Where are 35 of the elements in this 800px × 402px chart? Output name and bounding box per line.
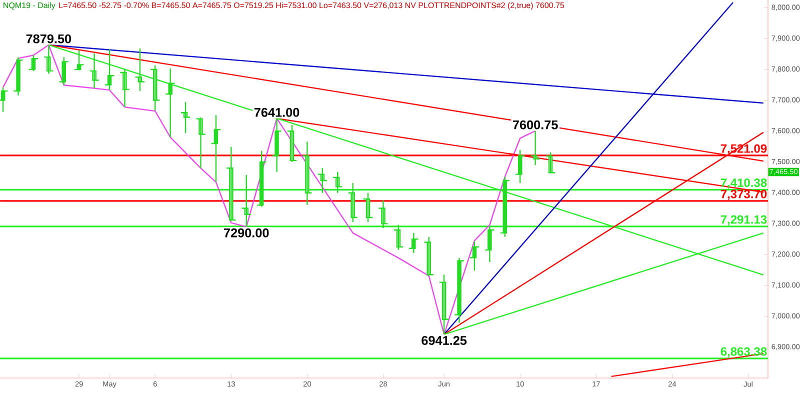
annotation: 7600.75 <box>512 120 558 130</box>
candlestick <box>226 146 236 222</box>
candlestick <box>210 114 222 183</box>
candlestick <box>317 168 328 194</box>
candlestick <box>196 116 206 169</box>
ref-line-label: 7,291.13 <box>720 215 767 226</box>
candlestick <box>348 182 358 223</box>
annotation: L=7465.50 -52.75 -0.70% B=7465.50 A=7465.75 O=7519.25 Hi=7531.00 Lo=7463.50 V=276,013 NV PLOTTRENDPOINTS#2 (2,true) 7600.75 <box>59 2 564 10</box>
candlestick <box>484 226 495 263</box>
candlestick <box>89 52 100 89</box>
candlestick <box>408 232 419 254</box>
candlestick <box>104 48 115 91</box>
candlestick <box>180 102 191 134</box>
annotation: 7641.00 <box>254 108 300 117</box>
annotation: 7290.00 <box>224 228 269 238</box>
candlestick <box>120 68 130 108</box>
candlestick <box>378 200 388 229</box>
candlestick <box>332 171 343 194</box>
annotation: 7879.50 <box>26 34 72 44</box>
candlestick <box>469 240 480 272</box>
chart-title: NQM19 - Daily <box>4 2 56 10</box>
ref-line-label: 7,410.38 <box>720 178 767 189</box>
candlestick <box>454 257 464 324</box>
candlestick <box>514 149 526 184</box>
candlestick <box>165 68 176 138</box>
candlestick <box>302 141 312 206</box>
candlestick <box>272 118 282 172</box>
candlestick <box>13 56 24 96</box>
candlestick <box>58 56 70 86</box>
annotation: 6941.25 <box>422 336 467 345</box>
candlestick <box>134 48 146 92</box>
candlestick <box>424 236 434 276</box>
ref-line-label: 6,863.38 <box>720 347 767 358</box>
candlestick <box>74 50 84 71</box>
ref-line-label: 7,373.70 <box>720 190 767 200</box>
